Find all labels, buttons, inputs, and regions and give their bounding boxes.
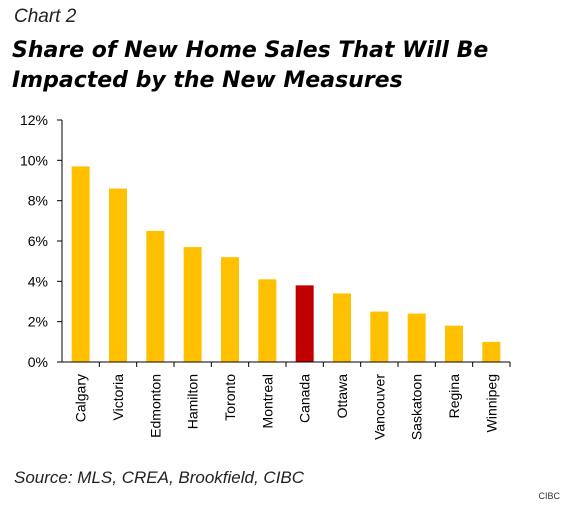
y-tick-label: 4%	[28, 273, 48, 289]
bars	[71, 166, 501, 362]
x-tick-label: Hamilton	[185, 374, 201, 429]
bar-regina	[445, 325, 463, 362]
bar-vancouver	[370, 311, 389, 362]
x-tick-label: Saskatoon	[409, 374, 425, 440]
bar-canada	[295, 285, 314, 362]
bar-edmonton	[146, 230, 165, 362]
bar-winnipeg	[482, 341, 501, 362]
x-tick-label: Edmonton	[147, 374, 163, 438]
bar-calgary	[71, 166, 90, 362]
y-tick-label: 0%	[28, 354, 48, 370]
credit: CIBC	[538, 491, 560, 501]
x-tick-label: Ottawa	[334, 374, 350, 419]
y-tick-label: 8%	[28, 193, 48, 209]
x-tick-label: Vancouver	[371, 374, 387, 440]
x-tick-label: Victoria	[110, 374, 126, 421]
x-tick-label: Winnipeg	[483, 374, 499, 432]
x-tick-label: Calgary	[73, 374, 89, 422]
y-tick-label: 6%	[28, 233, 48, 249]
bar-saskatoon	[407, 313, 426, 362]
x-tick-label: Regina	[446, 374, 462, 419]
y-tick-label: 12%	[20, 112, 48, 128]
bar-toronto	[221, 257, 239, 362]
bar-montreal	[258, 279, 277, 362]
x-tick-label: Montreal	[259, 374, 275, 428]
bar-chart: 0% 2% 4% 6% 8% 10% 12% Calgary Victoria Edmonton…	[20, 112, 511, 440]
y-tick-label: 10%	[20, 152, 48, 168]
x-tick-label: Toronto	[222, 374, 238, 421]
x-axis: Calgary Victoria Edmonton Hamilton Toronto Mo…	[73, 362, 511, 440]
y-axis: 0% 2% 4% 6% 8% 10% 12%	[20, 112, 62, 370]
bar-ottawa	[333, 293, 351, 362]
source-note: Source: MLS, CREA, Brookfield, CIBC	[14, 468, 305, 487]
y-tick-label: 2%	[28, 314, 48, 330]
chart-title: Share of New Home Sales That Will Be Imp…	[12, 38, 489, 93]
x-tick-label: Canada	[297, 374, 313, 423]
chart-label: Chart 2	[14, 6, 77, 27]
bar-victoria	[109, 188, 127, 362]
bar-hamilton	[183, 247, 202, 362]
